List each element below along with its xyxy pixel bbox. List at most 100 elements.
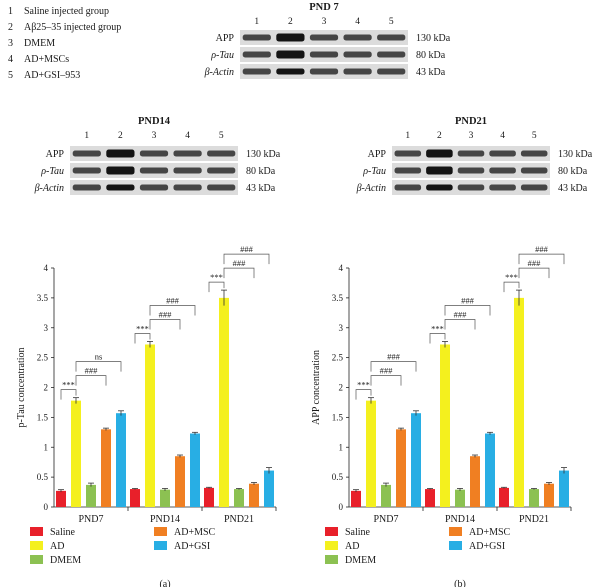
- legend-label: Saline: [50, 527, 76, 538]
- blot-band: [394, 150, 422, 157]
- legend-group-label: DMEM: [24, 38, 55, 49]
- y-tick-label: 1: [339, 442, 344, 452]
- legend-swatch: [325, 555, 338, 564]
- y-tick-label: 1: [44, 442, 49, 452]
- bar: [381, 484, 391, 507]
- blot-row-label: ρ-Tau: [362, 166, 386, 177]
- blot-band: [106, 149, 135, 158]
- significance-bracket: [223, 267, 255, 279]
- legend-group-number: 3: [8, 38, 13, 49]
- x-tick-label: PND21: [224, 514, 254, 525]
- bar: [529, 489, 539, 507]
- blot-lane-number: 4: [500, 131, 505, 141]
- significance-bracket: [444, 305, 491, 316]
- blot-lane-number: 3: [469, 131, 474, 141]
- legend-label: AD+GSI: [174, 541, 210, 552]
- x-tick-label: PND7: [373, 514, 398, 525]
- blot-band: [139, 150, 169, 157]
- significance-label: ***: [210, 272, 223, 282]
- legend-group-number: 5: [8, 70, 13, 81]
- blot-lane-number: 3: [322, 17, 327, 27]
- significance-label: ***: [357, 380, 370, 390]
- blot-band: [106, 184, 135, 191]
- blot-band: [309, 68, 339, 75]
- blot-band: [309, 34, 339, 41]
- bar: [351, 490, 361, 507]
- blot-band: [72, 167, 101, 174]
- blot-row-label: β-Actin: [34, 183, 64, 194]
- blot-row-label: APP: [216, 33, 235, 44]
- blot-molecular-weight: 43 kDa: [558, 183, 588, 194]
- blot-band: [139, 167, 169, 174]
- legend-label: AD+MSC: [469, 527, 511, 538]
- legend-swatch: [30, 541, 43, 550]
- blot-lane-number: 4: [185, 131, 190, 141]
- legend-label: AD+GSI: [469, 541, 505, 552]
- blot-band: [72, 150, 101, 157]
- bar: [71, 400, 81, 507]
- significance-bracket: [75, 375, 107, 386]
- legend-swatch: [325, 541, 338, 550]
- bar: [145, 344, 155, 507]
- x-tick-label: PND14: [150, 514, 180, 525]
- blot-band: [457, 150, 485, 157]
- x-tick-label: PND14: [445, 514, 475, 525]
- blot-band: [242, 51, 271, 58]
- panel-label: (a): [159, 579, 170, 587]
- blot-band: [276, 50, 305, 59]
- blot-lane-number: 3: [152, 131, 157, 141]
- significance-label: ###: [387, 352, 401, 362]
- legend-label: DMEM: [50, 555, 81, 566]
- significance-label: ***: [505, 272, 518, 282]
- blot-lane-number: 1: [405, 131, 410, 141]
- blot-band: [106, 166, 135, 175]
- bar: [160, 489, 170, 507]
- legend-swatch: [30, 527, 43, 536]
- panel-label: (b): [454, 579, 466, 587]
- blot-band: [207, 167, 236, 174]
- bar: [514, 297, 524, 507]
- legend-group-label: AD+GSI–953: [24, 70, 80, 81]
- blot-band: [377, 51, 406, 58]
- legend-group-label: Saline injected group: [24, 6, 109, 17]
- blot-band: [343, 51, 372, 58]
- significance-label: ###: [528, 258, 542, 268]
- blot-band: [173, 150, 202, 157]
- bar: [116, 413, 126, 507]
- bar: [411, 413, 421, 507]
- y-tick-label: 2: [44, 383, 49, 393]
- bar: [204, 487, 214, 507]
- y-tick-label: 3: [44, 323, 49, 333]
- blot-band: [276, 68, 305, 75]
- blot-molecular-weight: 130 kDa: [558, 149, 593, 160]
- blot-band: [309, 51, 339, 58]
- blot-band: [457, 184, 485, 191]
- blot-band: [520, 167, 548, 174]
- significance-label: ***: [431, 323, 444, 333]
- blot-band: [343, 68, 372, 75]
- blot-band: [207, 184, 236, 191]
- legend-group-label: Aβ25–35 injected group: [24, 22, 121, 33]
- blot-molecular-weight: 80 kDa: [558, 166, 588, 177]
- bar: [396, 429, 406, 507]
- legend-label: AD: [50, 541, 64, 552]
- blot-molecular-weight: 43 kDa: [416, 67, 446, 78]
- bar: [219, 297, 229, 507]
- y-axis-label: p-Tau concentration: [16, 347, 27, 427]
- significance-bracket: [503, 281, 520, 293]
- bar: [86, 484, 96, 507]
- significance-label: ###: [166, 295, 180, 305]
- legend-label: Saline: [345, 527, 371, 538]
- legend-group-label: AD+MSCs: [24, 54, 69, 65]
- blot-row-label: β-Actin: [204, 67, 234, 78]
- blot-band: [72, 184, 101, 191]
- blot-lane-number: 2: [288, 17, 293, 27]
- legend-swatch: [154, 527, 167, 536]
- bar: [56, 490, 66, 507]
- significance-bracket: [355, 389, 372, 400]
- legend-swatch: [325, 527, 338, 536]
- blot-lane-number: 5: [219, 131, 224, 141]
- significance-bracket: [60, 389, 77, 400]
- significance-bracket: [223, 253, 270, 265]
- y-tick-label: 3: [339, 323, 344, 333]
